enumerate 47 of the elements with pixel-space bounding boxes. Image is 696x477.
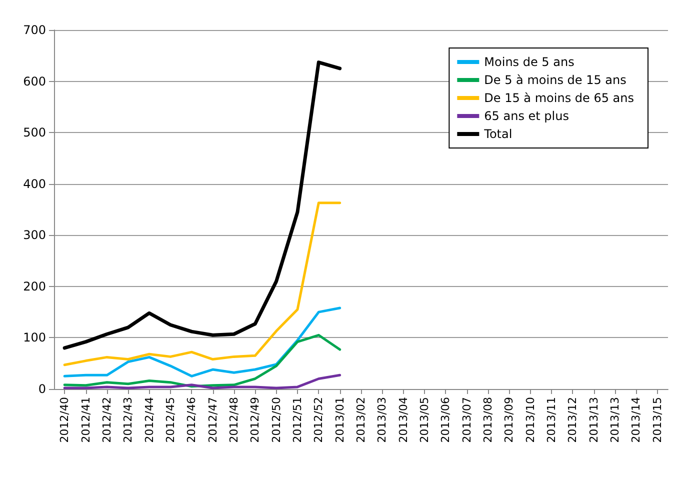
y-tick-label: 400 xyxy=(23,176,46,191)
x-tick-label: 2013/06 xyxy=(439,397,452,443)
x-tick-label: 2013/10 xyxy=(524,397,537,443)
y-tick-label: 100 xyxy=(23,330,46,345)
legend-label: De 15 à moins de 65 ans xyxy=(484,91,634,105)
x-tick-label: 2013/01 xyxy=(333,397,346,443)
x-tick-label: 2013/12 xyxy=(566,397,580,443)
line-series xyxy=(63,334,342,388)
x-tick-label: 2013/03 xyxy=(376,397,389,443)
y-tick-label: 500 xyxy=(23,126,46,140)
y-tick-label: 200 xyxy=(23,279,46,294)
x-tick-label: 2012/40 xyxy=(58,397,72,443)
x-tick-label: 2013/02 xyxy=(354,397,368,443)
x-tick-label: 2012/46 xyxy=(185,397,198,443)
x-tick-label: 2012/52 xyxy=(312,397,326,443)
legend-label: De 5 à moins de 15 ans xyxy=(484,73,626,87)
line-series xyxy=(63,306,342,378)
line-series xyxy=(63,374,342,390)
x-tick-label: 2012/43 xyxy=(122,397,135,443)
x-tick-label: 2012/51 xyxy=(290,397,304,443)
x-tick-label: 2012/45 xyxy=(164,397,177,443)
legend-label: Moins de 5 ans xyxy=(484,55,574,69)
x-tick-label: 2012/44 xyxy=(142,397,156,443)
x-tick-label: 2013/07 xyxy=(460,397,474,443)
x-tick-label: 2012/47 xyxy=(206,397,220,443)
x-tick-label: 2013/11 xyxy=(545,397,558,443)
x-tick-label: 2013/13 xyxy=(587,397,600,443)
y-tick-label: 700 xyxy=(23,23,46,37)
y-tick-label: 600 xyxy=(23,74,46,88)
x-tick-label: 2013/08 xyxy=(482,397,495,443)
legend-label: Total xyxy=(483,127,512,141)
x-tick-label: 2013/15 xyxy=(650,397,664,443)
legend-label: 65 ans et plus xyxy=(484,109,569,123)
line-series xyxy=(62,60,342,350)
line-series xyxy=(63,202,342,366)
x-tick-label: 2013/05 xyxy=(418,397,432,443)
x-tick-label: 2012/41 xyxy=(79,397,92,443)
x-tick-label: 2012/42 xyxy=(100,397,114,443)
x-tick-label: 2013/13 xyxy=(608,397,622,443)
x-tick-label: 2013/09 xyxy=(502,397,516,443)
y-tick-label: 300 xyxy=(23,228,46,242)
x-tick-label: 2012/48 xyxy=(227,397,240,443)
x-tick-label: 2012/49 xyxy=(248,397,262,443)
x-tick-label: 2013/14 xyxy=(630,397,643,443)
x-tick-label: 2013/04 xyxy=(396,397,410,443)
x-tick-label: 2012/50 xyxy=(270,397,283,443)
y-tick-label: 0 xyxy=(38,382,46,396)
